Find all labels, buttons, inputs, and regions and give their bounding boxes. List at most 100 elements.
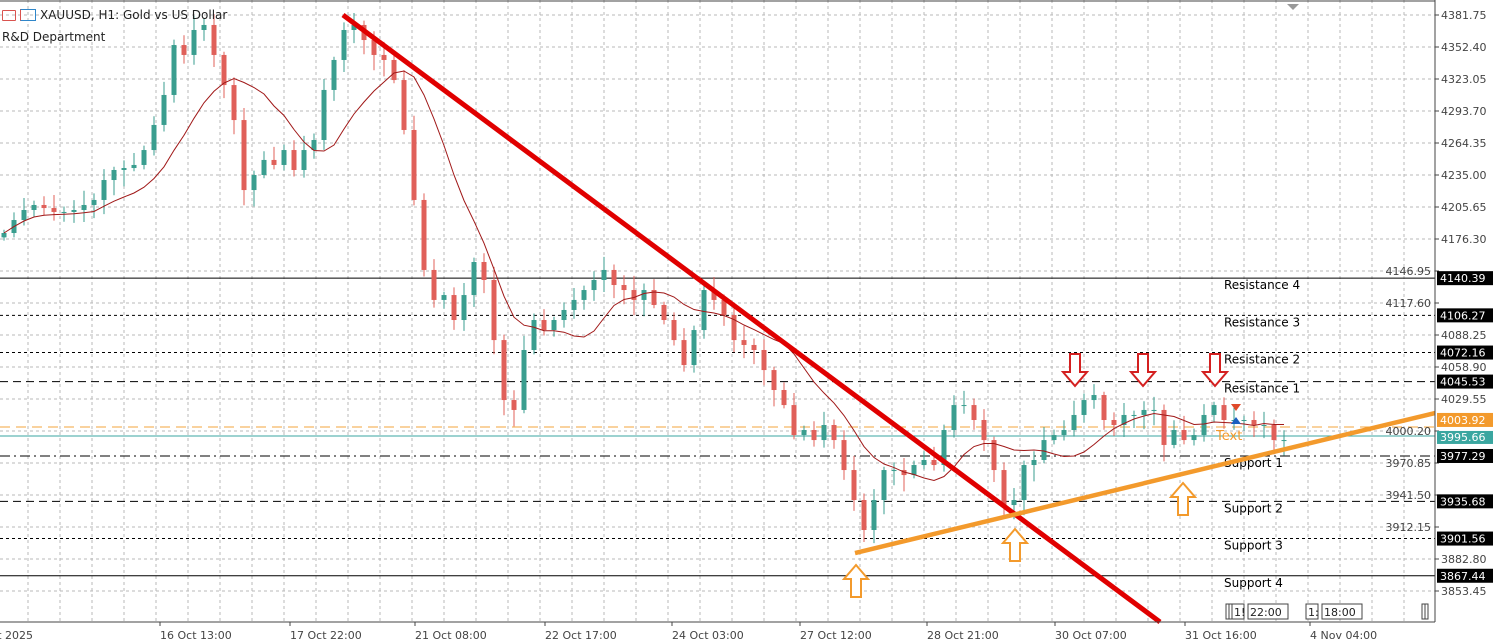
- x-tick-label: 22 Oct 17:00: [545, 629, 617, 642]
- candle-body: [451, 295, 457, 321]
- candle-body: [1021, 465, 1027, 501]
- candle-body: [301, 150, 307, 170]
- candle-body: [881, 470, 887, 501]
- y-tick-label: 4381.75: [1441, 9, 1487, 22]
- period-separator-tag: 18:00: [1324, 606, 1356, 619]
- candle-body: [291, 150, 297, 170]
- y-tick-label: 4117.60: [1386, 297, 1432, 310]
- candle-body: [591, 279, 597, 291]
- candle-body: [231, 85, 237, 121]
- trendlines[interactable]: [341, 12, 1436, 625]
- candle-body: [131, 164, 137, 169]
- candle-body: [171, 45, 177, 95]
- y-tick-label: 4235.00: [1441, 169, 1487, 182]
- candle-body: [251, 175, 257, 191]
- chart-window-icon: [2, 9, 16, 21]
- candle-body: [1061, 430, 1067, 436]
- candle-body: [621, 285, 627, 291]
- candle-body: [601, 269, 607, 280]
- grid: [0, 0, 1435, 622]
- candle-body: [861, 500, 867, 531]
- candle-body: [511, 400, 517, 410]
- candle-body: [1251, 419, 1257, 426]
- text-label[interactable]: Text: [1215, 429, 1242, 444]
- candle-body: [1171, 430, 1177, 445]
- candle-body: [281, 150, 287, 165]
- y-tick-label: 4352.40: [1441, 41, 1487, 54]
- candle-body: [741, 340, 747, 345]
- candle-body: [61, 211, 67, 213]
- chart-subtitle: R&D Department: [2, 30, 106, 44]
- down-arrow-icon: [1128, 353, 1158, 388]
- candle-body: [501, 340, 507, 401]
- y-tick-label: 4029.55: [1441, 393, 1487, 406]
- level-label: Resistance 4: [1224, 278, 1300, 292]
- candle-body: [1181, 430, 1187, 441]
- candle-body: [181, 45, 187, 55]
- bid-price-tag-box: [1437, 430, 1493, 444]
- period-separator-tag-box: [1305, 603, 1319, 620]
- candle-body: [681, 340, 687, 366]
- candle-body: [781, 390, 787, 406]
- candle-body: [411, 129, 417, 200]
- candle-body: [821, 425, 827, 441]
- x-tick-label: 24 Oct 03:00: [672, 629, 744, 642]
- candle-body: [1031, 460, 1037, 466]
- candle-body: [51, 208, 57, 212]
- candle-body: [321, 89, 327, 141]
- candle-body: [1221, 405, 1227, 420]
- candle-body: [481, 262, 487, 280]
- candle-body: [311, 140, 317, 151]
- candle-body: [1141, 409, 1147, 415]
- candle-body: [1151, 409, 1157, 411]
- candle-body: [331, 59, 337, 90]
- x-tick-label: 15 Oct 2025: [0, 629, 33, 642]
- period-separator-tag-box: [1231, 603, 1245, 620]
- price-tag-box: [1437, 568, 1493, 583]
- period-separator-tag-box: [1424, 603, 1429, 620]
- x-tick-label: 4 Nov 04:00: [1310, 629, 1377, 642]
- candle-body: [441, 295, 447, 300]
- candle-body: [1241, 419, 1247, 421]
- price-tag: 3935.68: [1440, 495, 1486, 508]
- candle-body: [771, 370, 777, 391]
- y-tick-label: 4293.70: [1441, 105, 1487, 118]
- y-tick-label: 4323.05: [1441, 73, 1487, 86]
- candle-body: [661, 304, 667, 321]
- candle-body: [571, 299, 577, 310]
- candle-body: [241, 120, 247, 191]
- candle-body: [191, 29, 197, 55]
- candle-body: [611, 269, 617, 286]
- y-tick-label: 3912.15: [1386, 521, 1432, 534]
- up-arrow-icon: [1000, 527, 1030, 562]
- x-tick-label: 30 Oct 07:00: [1055, 629, 1127, 642]
- candle-body: [1101, 395, 1107, 420]
- candle-body: [831, 425, 837, 441]
- candle-body: [391, 59, 397, 81]
- y-tick-label: 4146.95: [1386, 265, 1432, 278]
- arrow-markers: [841, 4, 1299, 598]
- horizontal-levels: Resistance 4 Resistance 3 Resistance 2 Resi…: [0, 277, 1435, 590]
- candle-body: [971, 405, 977, 420]
- candle-body: [461, 295, 467, 321]
- sell-marker-icon: [1231, 404, 1241, 411]
- candle-body: [1051, 435, 1057, 441]
- candle-body: [951, 405, 957, 431]
- price-tag: 4140.39: [1440, 272, 1486, 285]
- price-tag-box: [1437, 345, 1493, 360]
- candle-body: [421, 199, 427, 270]
- candle-body: [471, 262, 477, 296]
- candle-body: [221, 54, 227, 86]
- candle-body: [211, 24, 217, 55]
- candle-body: [731, 314, 737, 341]
- price-tag: 3901.56: [1440, 533, 1486, 546]
- y-tick-label: 4000.20: [1386, 425, 1432, 438]
- chart-title: XAUUSD, H1: Gold vs US Dollar: [40, 8, 228, 22]
- candle-body: [551, 320, 557, 331]
- candle-body: [1091, 395, 1097, 401]
- candle-body: [991, 440, 997, 471]
- price-tag-box: [1437, 531, 1493, 546]
- candle-body: [1071, 414, 1077, 431]
- candle-body: [931, 460, 937, 466]
